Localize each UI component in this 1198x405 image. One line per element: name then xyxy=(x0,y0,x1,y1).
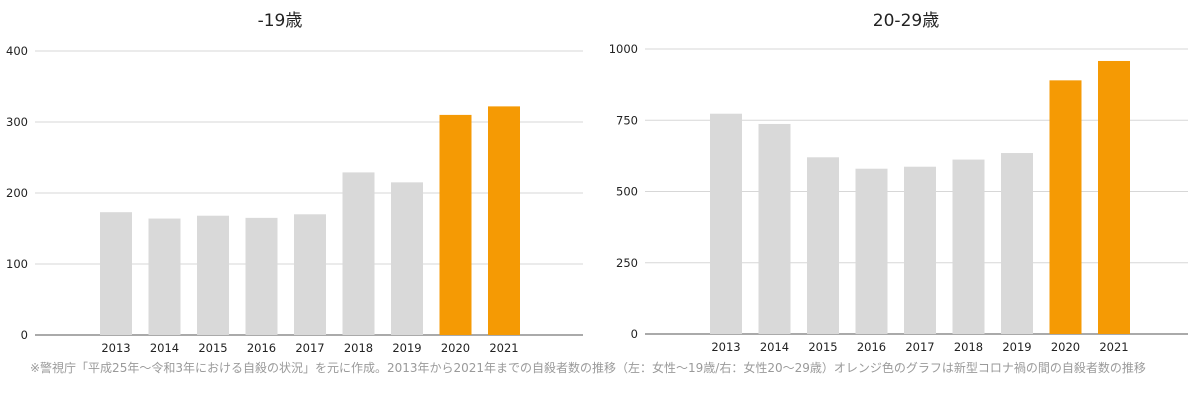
bar-2013 xyxy=(710,113,742,334)
x-tick-label: 2014 xyxy=(150,341,179,355)
x-tick-label: 2020 xyxy=(1051,340,1080,354)
bar-2020 xyxy=(1049,80,1082,334)
bar-2021 xyxy=(1098,60,1130,334)
bar-2020 xyxy=(439,114,472,336)
bar-2017 xyxy=(904,166,936,334)
bar-2014 xyxy=(148,218,181,335)
y-tick-label: 0 xyxy=(631,327,638,341)
x-tick-label: 2019 xyxy=(1002,340,1031,354)
y-tick-label: 300 xyxy=(6,115,28,129)
bar-2016 xyxy=(245,217,278,335)
x-tick-label: 2013 xyxy=(101,341,130,355)
x-tick-label: 2018 xyxy=(954,340,983,354)
bar-2021 xyxy=(488,106,520,335)
x-tick-label: 2015 xyxy=(808,340,837,354)
bar-2015 xyxy=(197,215,229,335)
x-tick-label: 2021 xyxy=(1099,340,1128,354)
x-tick-label: 2014 xyxy=(760,340,789,354)
bar-2015 xyxy=(807,157,839,334)
y-tick-label: 1000 xyxy=(609,42,638,56)
charts-area: -19歳 0 100 200 300 400 2013 2014 2015 2016 2017 201… xyxy=(6,11,1188,355)
x-tick-label: 2018 xyxy=(344,341,373,355)
x-tick-label: 2016 xyxy=(857,340,886,354)
x-tick-label: 2016 xyxy=(247,341,276,355)
source-caption: ※警視庁「平成25年〜令和3年における自殺の状況」を元に作成。2013年から20… xyxy=(30,361,1146,375)
bar-2016 xyxy=(855,168,888,334)
bar-2019 xyxy=(391,182,423,335)
y-tick-label: 750 xyxy=(616,113,638,127)
x-tick-label: 2013 xyxy=(711,340,740,354)
y-tick-label: 200 xyxy=(6,186,28,200)
y-tick-label: 100 xyxy=(6,257,28,271)
x-tick-label: 2017 xyxy=(905,340,934,354)
chart-title: -19歳 xyxy=(258,11,303,31)
y-tick-label: 500 xyxy=(616,185,638,199)
x-tick-label: 2020 xyxy=(441,341,470,355)
bar-2014 xyxy=(758,123,791,334)
x-tick-label: 2015 xyxy=(198,341,227,355)
chart-title: 20-29歳 xyxy=(873,11,939,31)
y-tick-label: 0 xyxy=(21,328,28,342)
x-tick-label: 2019 xyxy=(392,341,421,355)
bar-2018 xyxy=(952,159,985,334)
y-tick-label: 400 xyxy=(6,44,28,58)
bar-2013 xyxy=(100,212,132,335)
y-tick-label: 250 xyxy=(616,256,638,270)
bar-2018 xyxy=(342,172,375,335)
x-tick-label: 2021 xyxy=(489,341,518,355)
bar-2019 xyxy=(1001,153,1033,334)
bar-2017 xyxy=(294,214,326,335)
x-tick-label: 2017 xyxy=(295,341,324,355)
